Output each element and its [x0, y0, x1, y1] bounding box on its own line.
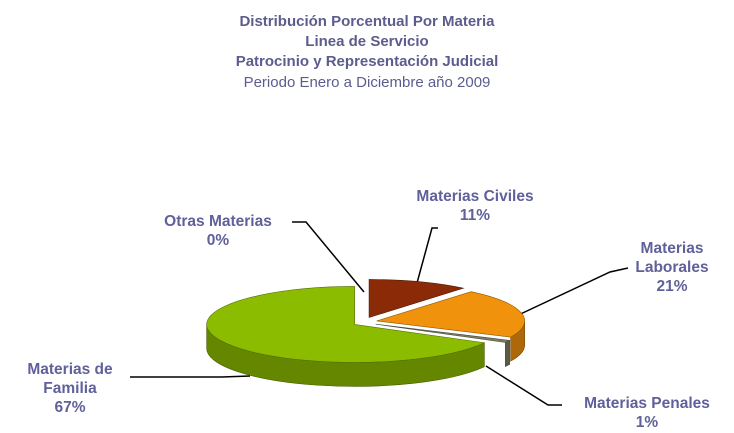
data-label: Materias Civiles 11% — [380, 187, 570, 225]
leader-line — [511, 267, 629, 319]
category-label: Materias Penales — [584, 395, 710, 412]
slice-top — [375, 323, 511, 343]
chart-subtitle: Periodo Enero a Diciembre año 2009 — [243, 74, 491, 91]
data-label: Materias Penales 1% — [560, 394, 734, 432]
slice-top — [206, 286, 486, 363]
value-label: 67% — [54, 399, 86, 416]
leader-line — [130, 375, 251, 378]
value-label: 1% — [635, 414, 659, 431]
slice-top — [376, 291, 525, 338]
data-label: Materias Laborales 21% — [612, 239, 732, 296]
data-label: Otras Materias 0% — [138, 212, 298, 250]
category-label: Materias de Familia — [27, 361, 113, 397]
slice — [375, 323, 511, 367]
leader-line — [292, 221, 365, 293]
slice-top — [368, 279, 465, 318]
slice — [368, 279, 465, 318]
leader-line — [413, 227, 438, 295]
leader-line — [485, 365, 562, 406]
slice — [206, 286, 486, 387]
chart-title: Patrocinio y Representación Judicial — [235, 53, 499, 70]
category-label: Otras Materias — [164, 213, 272, 230]
chart-title: Linea de Servicio — [305, 33, 429, 50]
slice — [376, 291, 526, 362]
category-label: Materias Civiles — [416, 188, 534, 205]
slice-side — [505, 339, 510, 367]
leader-lines — [130, 221, 629, 406]
value-label: 21% — [656, 278, 688, 295]
chart-title: Distribución Porcentual Por Materia — [239, 13, 495, 30]
data-label: Materias de Familia 67% — [0, 360, 140, 417]
value-label: 0% — [206, 232, 230, 249]
category-label: Materias Laborales — [635, 240, 709, 276]
value-label: 11% — [459, 207, 491, 224]
